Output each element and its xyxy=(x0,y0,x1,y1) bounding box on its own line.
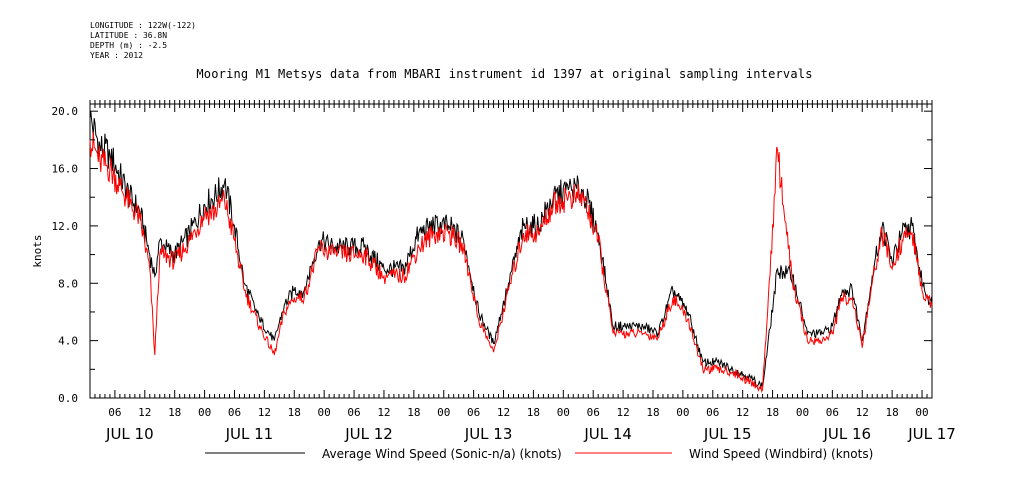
y-tick-label: 20.0 xyxy=(52,105,79,118)
y-tick-label: 16.0 xyxy=(52,163,79,176)
x-tick-label: 12 xyxy=(497,406,510,419)
x-tick-label: 18 xyxy=(168,406,181,419)
year-text: YEAR : 2012 xyxy=(90,51,143,60)
x-tick-label: 06 xyxy=(108,406,121,419)
y-tick-label: 8.0 xyxy=(58,277,78,290)
x-tick-label: 06 xyxy=(347,406,360,419)
y-tick-label: 0.0 xyxy=(58,392,78,405)
x-tick-label: 00 xyxy=(557,406,570,419)
latitude-text: LATITUDE : 36.8N xyxy=(90,31,168,40)
x-day-label: JUL 17 xyxy=(907,425,956,443)
x-tick-label: 18 xyxy=(407,406,420,419)
depth-text: DEPTH (m) : -2.5 xyxy=(90,41,168,50)
x-tick-label: 18 xyxy=(527,406,540,419)
x-tick-label: 06 xyxy=(826,406,839,419)
x-tick-label: 00 xyxy=(796,406,809,419)
x-tick-label: 12 xyxy=(856,406,869,419)
x-day-label: JUL 14 xyxy=(583,425,632,443)
longitude-text: LONGITUDE : 122W(-122) xyxy=(90,21,196,30)
x-day-label: JUL 10 xyxy=(105,425,154,443)
series-line-1 xyxy=(89,111,933,389)
x-tick-label: 18 xyxy=(646,406,659,419)
legend-label-1: Average Wind Speed (Sonic-n/a) (knots) xyxy=(322,447,562,461)
x-tick-label: 12 xyxy=(616,406,629,419)
x-day-label: JUL 15 xyxy=(703,425,752,443)
x-tick-label: 18 xyxy=(766,406,779,419)
y-tick-label: 4.0 xyxy=(58,335,78,348)
chart-title: Mooring M1 Metsys data from MBARI instru… xyxy=(196,67,813,81)
x-tick-label: 06 xyxy=(706,406,719,419)
x-tick-label: 06 xyxy=(228,406,241,419)
x-tick-label: 00 xyxy=(198,406,211,419)
y-axis-label: knots xyxy=(31,234,44,267)
x-tick-label: 06 xyxy=(587,406,600,419)
x-tick-label: 18 xyxy=(886,406,899,419)
plot-frame xyxy=(89,103,933,399)
series-line-2 xyxy=(89,131,933,394)
x-day-label: JUL 16 xyxy=(822,425,871,443)
x-tick-label: 12 xyxy=(736,406,749,419)
x-tick-label: 00 xyxy=(318,406,331,419)
x-day-label: JUL 13 xyxy=(464,425,513,443)
x-tick-label: 00 xyxy=(437,406,450,419)
metadata-block: LONGITUDE : 122W(-122) LATITUDE : 36.8N … xyxy=(90,21,196,61)
x-tick-label: 12 xyxy=(377,406,390,419)
x-day-label: JUL 11 xyxy=(225,425,274,443)
y-tick-label: 12.0 xyxy=(52,220,79,233)
x-tick-label: 06 xyxy=(467,406,480,419)
x-tick-label: 18 xyxy=(288,406,301,419)
x-tick-label: 12 xyxy=(258,406,271,419)
x-day-label: JUL 12 xyxy=(344,425,393,443)
x-tick-label: 12 xyxy=(138,406,151,419)
x-tick-label: 00 xyxy=(915,406,928,419)
x-tick-label: 00 xyxy=(676,406,689,419)
legend-label-2: Wind Speed (Windbird) (knots) xyxy=(689,447,873,461)
